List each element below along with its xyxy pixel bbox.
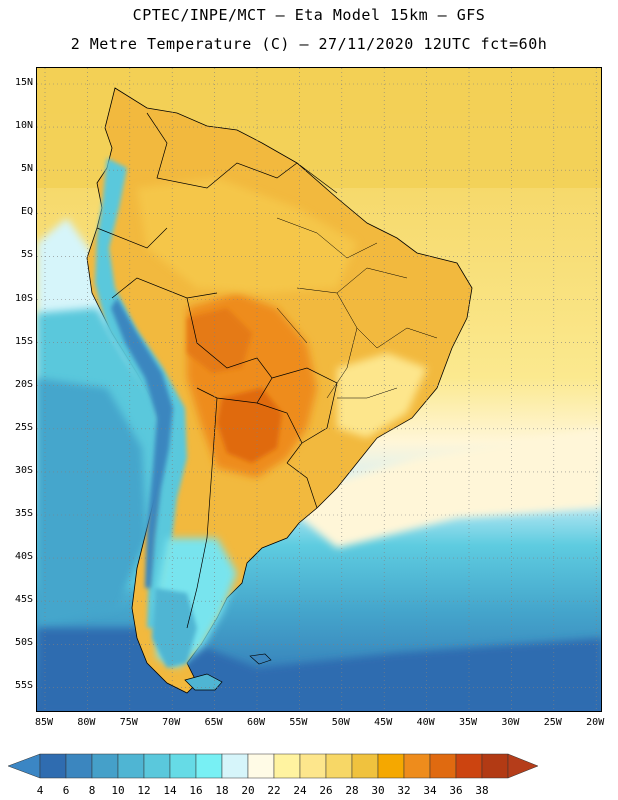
mato-grosso-hot [187,308,252,373]
patagonia-cold [152,588,197,668]
lat-label: 55S [14,680,33,692]
lat-label: 10S [14,292,33,304]
andes-cold-strip [95,158,187,628]
lat-label: 35S [14,508,33,519]
colorbar-swatch [455,753,483,779]
colorbar-swatch [39,753,67,779]
colorbar-swatch [169,753,197,779]
colorbar-swatch [351,753,379,779]
colorbar-high-arrow [507,753,539,779]
lat-label: 15S [14,335,33,347]
colorbar-swatch [221,753,249,779]
colorbar-swatch [273,753,301,779]
colorbar-label: 32 [397,784,411,797]
colorbar-swatch [481,753,509,779]
colorbar-label: 10 [111,784,125,797]
colorbar-label: 8 [88,784,96,797]
colorbar-swatch [143,753,171,779]
map-frame [36,67,602,712]
pacific-colder-water [37,378,147,628]
colorbar-label: 38 [475,784,489,797]
colorbar-label: 36 [449,784,463,797]
colorbar-label: 34 [423,784,437,797]
colorbar-swatch [117,753,145,779]
tierra-del-fuego [184,673,223,691]
lon-label: 85W [34,717,54,728]
lon-label: 30W [501,717,520,728]
colorbar-swatch [403,753,431,779]
lat-label: 15N [14,77,33,88]
lon-label: 20W [586,717,605,728]
colorbar-label: 4 [36,784,44,797]
colorbar-label: 30 [371,784,385,797]
colorbar-swatch [247,753,275,779]
colorbar-label: 6 [62,784,70,797]
colorbar-label: 18 [215,784,229,797]
colorbar-swatch [195,753,223,779]
lon-label: 60W [246,717,266,728]
lon-label: 75W [119,717,138,728]
colorbar [8,753,539,779]
andes-coldest [111,298,173,588]
colorbar-label: 24 [293,784,307,797]
lat-label: 5N [20,163,33,175]
lon-label: 25W [543,717,562,728]
colorbar-label: 20 [241,784,255,797]
lon-label: 45W [374,717,393,728]
lon-label: 55W [289,717,308,728]
lat-label: 25S [14,421,33,433]
lon-label: 70W [162,717,181,728]
colorbar-swatch [91,753,119,779]
colorbar-swatch [429,753,457,779]
lon-label: 80W [77,717,96,728]
brazil-state-lines [276,217,438,399]
lat-label: 10N [14,120,33,132]
colorbar-label: 26 [319,784,333,797]
lat-label: 20S [14,378,33,390]
atlantic-pale-band [277,428,601,548]
amazon-warm [137,178,357,293]
lat-label: 45S [14,594,33,606]
colorbar-label: 28 [345,784,359,797]
lon-label: 50W [331,717,350,728]
colorbar-swatch [65,753,93,779]
colorbar-swatch [325,753,353,779]
southeast-coast-mild [337,353,427,438]
lon-label: 65W [204,717,223,728]
lat-label: 30S [14,464,33,476]
colorbar-label: 14 [163,784,177,797]
colorbar-label: 12 [137,784,151,797]
lon-label: 35W [458,717,478,728]
colorbar-label: 22 [267,784,281,797]
lat-label: 50S [14,637,33,649]
lat-label: 5S [20,249,33,261]
lon-label: 40W [416,717,435,728]
chart-title: CPTEC/INPE/MCT – Eta Model 15km – GFS [132,6,486,24]
lat-label: EQ [20,206,33,218]
chart-subtitle: 2 Metre Temperature (C) – 27/11/2020 12U… [70,35,548,53]
lat-label: 40S [14,551,33,563]
colorbar-label: 16 [189,784,203,797]
falkland-islands [249,653,272,665]
colorbar-swatch [299,753,327,779]
temperature-map [37,68,601,711]
colorbar-low-arrow [8,753,41,779]
chaco-hot-core [217,388,282,463]
colorbar-swatch [377,753,405,779]
